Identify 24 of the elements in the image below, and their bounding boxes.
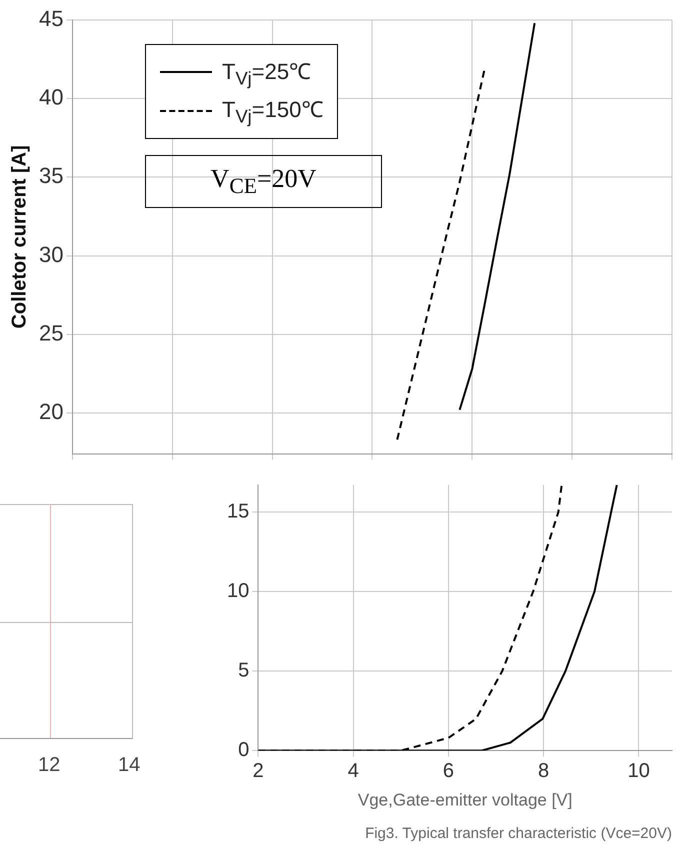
y-tick-label: 40 xyxy=(38,84,64,110)
legend-label: T$_{Vj}$=150℃ xyxy=(222,96,324,128)
y-axis-title: Colletor current [A] xyxy=(8,145,31,329)
text-box: V$_{CE}$=20V xyxy=(145,155,382,208)
caption: Fig3. Typical transfer characteristic (Vce=20V) xyxy=(365,825,672,842)
x-tick-label: 4 xyxy=(348,760,359,782)
y-tick-label: 5 xyxy=(238,660,250,682)
y-tick-label: 30 xyxy=(38,242,64,267)
x-tick-label: 6 xyxy=(442,760,454,782)
legend-label: T$_{Vj}$=25℃ xyxy=(222,58,312,90)
y-tick-label: 15 xyxy=(226,500,250,523)
y-tick-label: 10 xyxy=(226,580,250,602)
y-tick-label: 20 xyxy=(38,398,64,424)
line-series xyxy=(396,68,486,441)
y-tick-label: 25 xyxy=(38,320,64,346)
y-tick-label: 35 xyxy=(38,163,64,188)
x-tick-label: 8 xyxy=(538,760,550,782)
x-tick-label: 2 xyxy=(252,760,264,782)
text: 12 xyxy=(38,754,60,777)
y-tick-label: 0 xyxy=(238,739,250,762)
y-tick-label: 45 xyxy=(38,6,64,32)
x-tick-label: 10 xyxy=(628,760,650,782)
text: 14 xyxy=(118,754,140,777)
x-axis-title: Vge,Gate-emitter voltage [V] xyxy=(358,790,572,810)
